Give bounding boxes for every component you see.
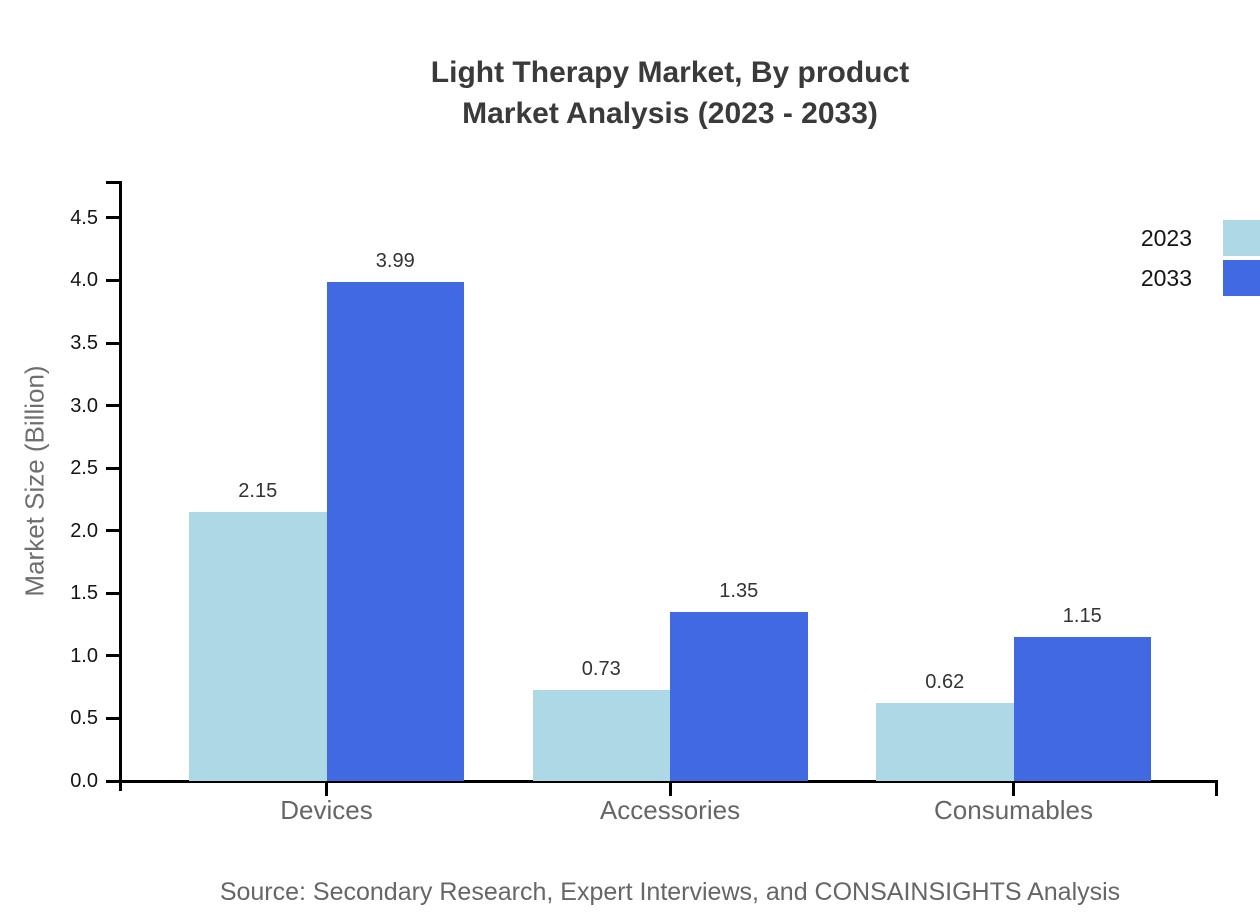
legend-item-2023: 2023	[1141, 220, 1260, 256]
source-note: Source: Secondary Research, Expert Inter…	[219, 878, 1121, 906]
legend-label: 2023	[1140, 224, 1192, 251]
bar-2033-devices	[326, 281, 464, 781]
bar-2023-accessories	[532, 689, 670, 781]
y-tick	[106, 466, 119, 470]
y-tick-label: 3.0	[70, 394, 98, 417]
y-axis-end-cap	[106, 181, 119, 184]
y-tick-label: 4.5	[70, 206, 98, 229]
x-axis-end-cap	[1215, 782, 1218, 796]
y-tick	[106, 654, 119, 658]
x-tick	[1012, 782, 1015, 796]
bar-2033-accessories	[670, 612, 808, 781]
y-tick-label: 3.5	[70, 332, 98, 355]
bar-value-label: 1.35	[719, 580, 759, 603]
bar-value-label: 2.15	[238, 479, 278, 502]
y-tick	[106, 341, 119, 345]
x-axis-line	[119, 779, 1218, 783]
y-tick-label: 1.5	[70, 582, 98, 605]
y-tick-label: 1.0	[70, 644, 98, 667]
bar-value-label: 3.99	[375, 249, 415, 272]
x-tick	[668, 782, 672, 796]
bar-value-label: 0.62	[925, 671, 965, 694]
legend-swatch	[1223, 260, 1260, 296]
x-category-label: Devices	[280, 795, 373, 825]
y-tick-label: 0.0	[70, 770, 98, 792]
chart-title-line1: Light Therapy Market, By product	[430, 56, 910, 89]
y-tick-label: 4.0	[70, 269, 98, 292]
y-tick-label: 2.0	[70, 519, 98, 542]
chart-title-line2: Market Analysis (2023 - 2033)	[462, 97, 878, 130]
legend-label: 2033	[1140, 264, 1192, 291]
legend: 2023 2033	[1141, 220, 1260, 300]
x-category-label: Consumables	[934, 795, 1093, 825]
x-tick	[325, 782, 328, 796]
y-tick	[106, 591, 119, 595]
y-axis-line	[119, 181, 122, 791]
bar-2023-devices	[189, 511, 327, 781]
bar-value-label: 0.73	[581, 657, 621, 680]
bar-2023-consumables	[876, 703, 1014, 781]
y-tick-label: 2.5	[70, 457, 98, 480]
bar-value-label: 1.15	[1062, 605, 1102, 628]
legend-swatch	[1223, 220, 1260, 256]
y-tick	[106, 529, 119, 533]
y-tick	[106, 716, 119, 720]
bar-2033-consumables	[1013, 637, 1151, 781]
y-tick	[106, 278, 119, 282]
y-tick	[106, 216, 119, 220]
legend-item-2033: 2033	[1141, 260, 1260, 296]
y-tick	[106, 779, 119, 783]
chart-title: Light Therapy Market, By product Market …	[80, 52, 1260, 134]
x-category-label: Accessories	[599, 795, 741, 825]
y-tick-label: 0.5	[70, 707, 98, 730]
y-tick	[106, 404, 119, 408]
